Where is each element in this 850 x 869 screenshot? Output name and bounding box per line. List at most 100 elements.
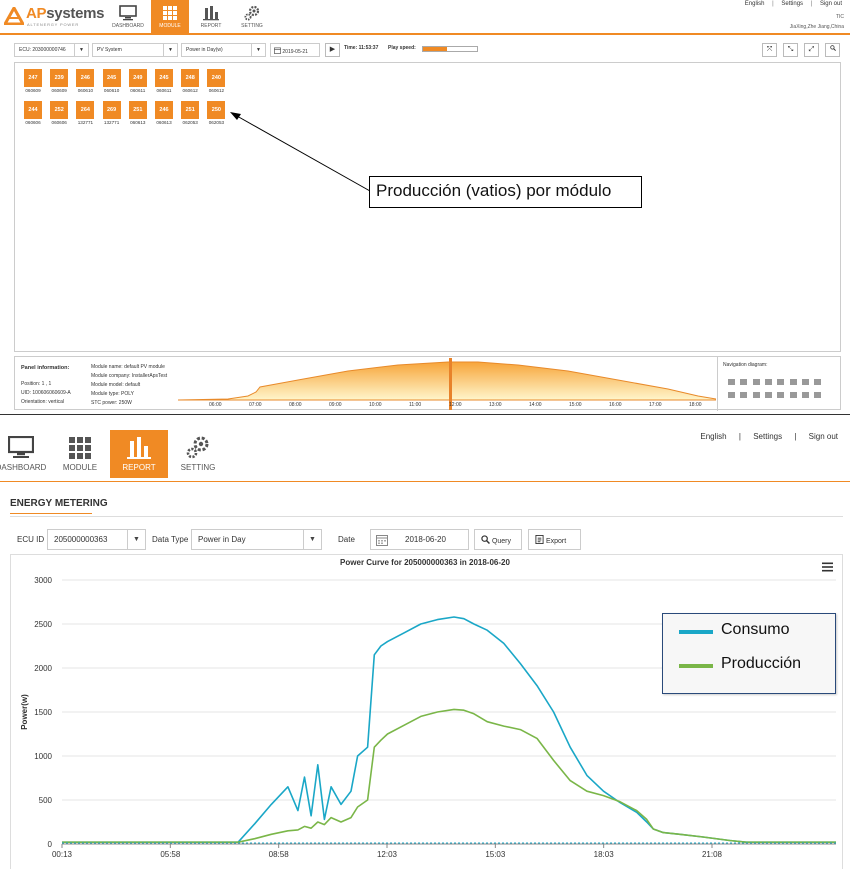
module-power-value: 247 [24, 69, 42, 87]
query-button[interactable]: Query [474, 529, 522, 550]
panel-module-name: Module name: default PV module [91, 364, 165, 370]
module-serial: 060606 [51, 120, 67, 125]
navigation-diagram-cell[interactable] [752, 392, 760, 398]
mini-power-chart[interactable] [178, 356, 716, 410]
nav-report[interactable]: REPORT [193, 0, 229, 33]
play-speed-slider[interactable] [422, 46, 478, 52]
module-cell[interactable]: 249 060611 [125, 69, 151, 93]
module-cell[interactable]: 247 060609 [20, 69, 46, 93]
lang-english-link[interactable]: English [700, 432, 727, 441]
module-serial: 060611 [156, 88, 172, 93]
navigation-diagram-cell[interactable] [777, 379, 785, 385]
navigation-diagram-cell[interactable] [789, 379, 797, 385]
navigation-diagram-cell[interactable] [728, 379, 735, 385]
navigation-diagram-cell[interactable] [740, 379, 748, 385]
collapse-button[interactable]: ⤡ [783, 43, 798, 57]
module-power-value: 245 [155, 69, 173, 87]
nav-setting[interactable]: SETTING [234, 0, 270, 33]
play-button[interactable]: ▶ [325, 43, 340, 57]
apsystems-logo[interactable]: APsystems ALTENERGY POWER [4, 3, 105, 29]
lang-english-link[interactable]: English [744, 1, 765, 7]
monitor-icon [8, 436, 34, 458]
gear-icon [244, 5, 260, 21]
ecu-select[interactable]: ECU: 203000000746 ▼ [14, 43, 89, 57]
navigation-diagram-cell[interactable] [789, 392, 797, 398]
mini-chart-area [178, 361, 716, 401]
settings-link[interactable]: Settings [753, 432, 783, 441]
expand-button[interactable]: ⤢ [804, 43, 819, 57]
nav-report-label: REPORT [122, 463, 156, 472]
module-serial: 060611 [130, 88, 146, 93]
chart-title: Power Curve for 205000000363 in 2018-06-… [340, 558, 510, 567]
navigation-diagram-cell[interactable] [752, 379, 760, 385]
search-icon [829, 45, 836, 51]
signout-link[interactable]: Sign out [819, 1, 842, 7]
y-tick-label: 1000 [34, 752, 52, 761]
navigation-diagram-cell[interactable] [764, 392, 772, 398]
power-curve-chart[interactable]: 0 500 1000 1500 2000 2500 3000 Power(w) 00:13 05:… [0, 570, 850, 869]
logo-tagline: ALTENERGY POWER [27, 22, 80, 27]
module-cell[interactable]: 239 060609 [46, 69, 72, 93]
module-cell[interactable]: 264 132771 [72, 101, 98, 125]
module-cell[interactable]: 240 060612 [203, 69, 229, 93]
navigation-diagram-cell[interactable] [764, 379, 772, 385]
module-cell[interactable]: 245 060610 [99, 69, 125, 93]
module-serial: 060612 [208, 88, 225, 93]
export-label: Export [545, 538, 567, 545]
fit-view-button[interactable]: ⤧ [762, 43, 777, 57]
search-button[interactable] [825, 43, 840, 57]
series-line-produccion[interactable] [62, 708, 836, 844]
export-button[interactable]: Export [528, 529, 581, 550]
module-power-value: 251 [128, 101, 147, 119]
module-cell[interactable]: 244 060606 [20, 101, 46, 125]
module-cell[interactable]: 245 060611 [151, 69, 177, 93]
mode-select[interactable]: Power in Day(w) ▼ [181, 43, 266, 57]
module-power-value: 244 [24, 101, 42, 119]
mini-chart-tick: 13:00 [489, 402, 502, 408]
module-cell[interactable]: 246 060610 [72, 69, 98, 93]
date-picker[interactable]: 2019-05-21 [270, 43, 320, 57]
mini-chart-cursor[interactable] [449, 358, 452, 410]
module-cell[interactable]: 248 060612 [177, 69, 203, 93]
panel-orientation: Orientation: vertical [21, 399, 65, 405]
date-value: 2019-05-21 [282, 49, 308, 55]
navigation-diagram-cell[interactable] [801, 379, 809, 385]
mini-chart-tick: 09:00 [329, 402, 342, 408]
navigation-diagram-cell[interactable] [777, 392, 785, 398]
mini-chart-tick: 16:00 [609, 402, 622, 408]
module-cell[interactable]: 269 132771 [99, 101, 125, 125]
navigation-diagram-cell[interactable] [801, 392, 809, 398]
module-cell[interactable]: 250 062053 [203, 101, 229, 125]
navigation-diagram-title: Navigation diagram: [723, 362, 768, 368]
module-cell[interactable]: 251 062053 [177, 101, 203, 125]
module-cell[interactable]: 252 060606 [46, 101, 72, 125]
module-serial: 060606 [25, 120, 41, 125]
module-power-value: 251 [181, 101, 200, 119]
date-input[interactable]: 2018-06-20 [370, 529, 469, 550]
logo-mark-icon [4, 7, 24, 25]
navigation-diagram-cell[interactable] [740, 392, 748, 398]
settings-link[interactable]: Settings [781, 1, 804, 7]
navigation-diagram-cell[interactable] [814, 379, 822, 385]
data-type-select[interactable]: Power in Day ▼ [191, 529, 322, 550]
mini-chart-tick: 06:00 [209, 402, 222, 408]
module-cell[interactable]: 246 060613 [151, 101, 177, 125]
nav-dashboard[interactable]: DASHBOARD [0, 430, 50, 478]
navigation-diagram-cell[interactable] [728, 392, 735, 398]
nav-module[interactable]: MODULE [151, 0, 189, 33]
nav-setting[interactable]: SETTING [174, 430, 222, 478]
navigation-diagram-cell[interactable] [814, 392, 822, 398]
export-icon [535, 535, 544, 544]
collapse-icon: ⤡ [787, 46, 794, 53]
nav-dashboard[interactable]: DASHBOARD [108, 0, 148, 33]
nav-module[interactable]: MODULE [56, 430, 104, 478]
x-tick-label: 08:58 [269, 850, 290, 859]
user-name: TIC [835, 14, 844, 20]
play-speed-fill [423, 47, 448, 51]
signout-link[interactable]: Sign out [808, 432, 838, 441]
ecu-id-select[interactable]: 205000000363 ▼ [47, 529, 146, 550]
module-cell[interactable]: 251 060613 [125, 101, 151, 125]
chart-menu-icon[interactable] [822, 562, 833, 572]
system-select[interactable]: PV System ▼ [92, 43, 178, 57]
nav-report[interactable]: REPORT [110, 430, 168, 478]
